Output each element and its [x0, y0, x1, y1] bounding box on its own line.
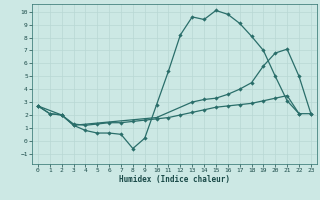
X-axis label: Humidex (Indice chaleur): Humidex (Indice chaleur) — [119, 175, 230, 184]
